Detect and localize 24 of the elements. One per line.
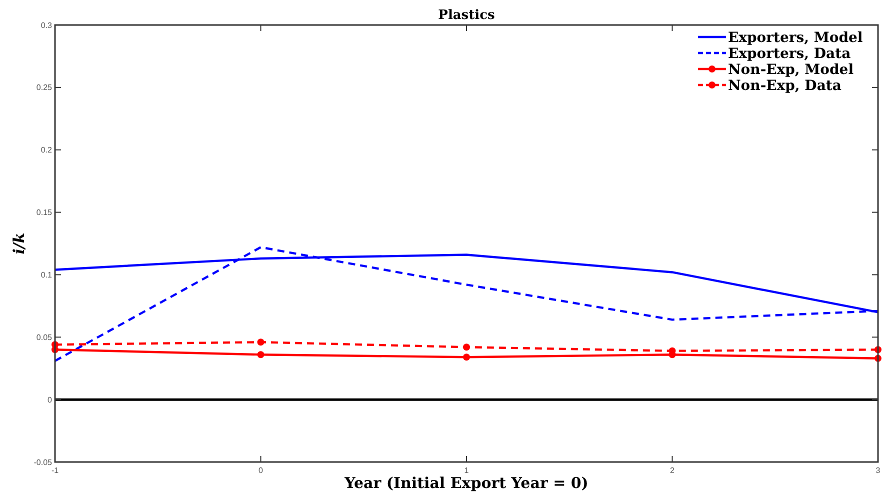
- y-tick-label: 0.3: [40, 20, 53, 30]
- point: [463, 344, 470, 351]
- point: [257, 338, 264, 346]
- x-tick-label: 2: [670, 466, 676, 475]
- x-axis-title: Year (Initial Export Year = 0): [344, 474, 588, 492]
- y-axis-title: i/k: [10, 232, 28, 254]
- x-tick-label: 0: [258, 466, 264, 475]
- y-tick-label: 0.1: [40, 270, 53, 280]
- point: [257, 351, 264, 358]
- x-tick-label: 1: [464, 466, 470, 475]
- y-tick-label: 0.05: [36, 332, 53, 342]
- point: [463, 354, 470, 361]
- legend-label: Non-Exp, Model: [728, 62, 854, 78]
- chart-title: Plastics: [438, 8, 495, 23]
- legend-label: Non-Exp, Data: [728, 78, 842, 94]
- y-tick-label: 0.25: [36, 83, 53, 92]
- y-tick-label: 0: [48, 395, 53, 404]
- legend-label: Exporters, Model: [728, 30, 863, 46]
- legend-label: Exporters, Data: [728, 46, 851, 62]
- y-tick-label: -0.05: [34, 458, 53, 467]
- x-tick-label: -1: [51, 466, 60, 475]
- y-tick-label: 0.2: [40, 146, 53, 155]
- x-tick-label: 3: [876, 466, 881, 475]
- y-tick-label: 0.15: [36, 208, 53, 218]
